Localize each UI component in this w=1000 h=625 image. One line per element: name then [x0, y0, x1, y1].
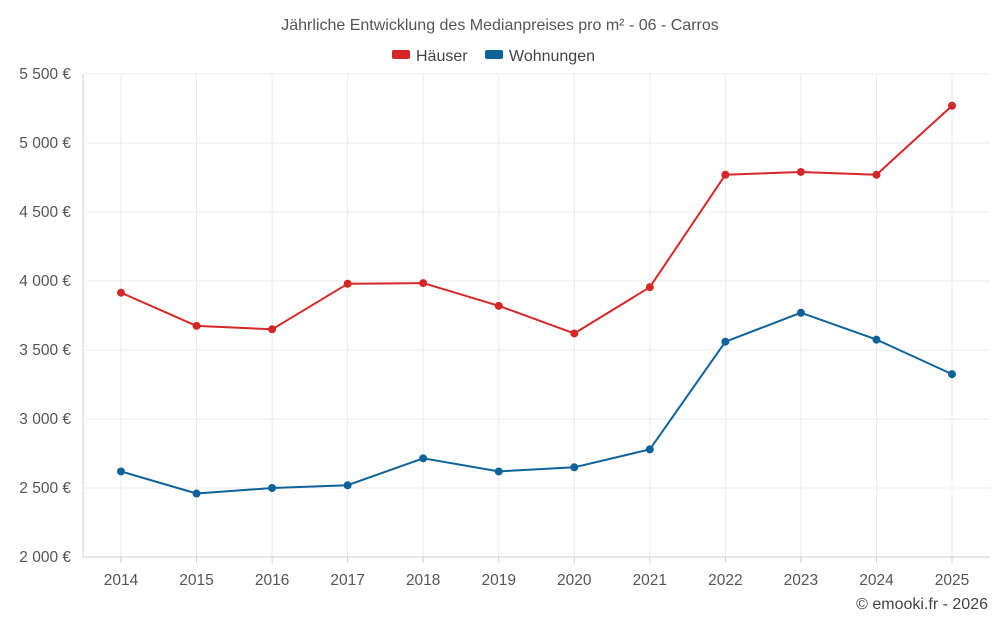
axes — [82, 74, 990, 563]
data-point-haeuser[interactable] — [721, 170, 730, 179]
data-point-wohnungen[interactable] — [872, 335, 881, 344]
data-point-haeuser[interactable] — [117, 288, 125, 297]
data-point-wohnungen[interactable] — [268, 484, 277, 492]
legend-item-wohnungen[interactable]: Wohnungen — [485, 48, 595, 65]
data-point-wohnungen[interactable] — [570, 463, 579, 472]
legend-label-haeuser: Häuser — [416, 48, 468, 65]
y-tick-label: 3 000 € — [19, 411, 71, 428]
data-point-haeuser[interactable] — [419, 279, 428, 288]
y-tick-label: 4 500 € — [19, 204, 71, 221]
x-tick-label: 2016 — [255, 572, 289, 589]
legend-label-wohnungen: Wohnungen — [509, 48, 595, 65]
y-tick-label: 5 500 € — [19, 66, 71, 83]
data-point-wohnungen[interactable] — [494, 467, 503, 476]
legend-item-haeuser[interactable]: Häuser — [392, 48, 468, 65]
data-point-haeuser[interactable] — [494, 301, 503, 310]
data-point-wohnungen[interactable] — [645, 445, 654, 454]
x-tick-label: 2020 — [557, 572, 592, 589]
x-tick-label: 2024 — [859, 572, 894, 589]
data-point-haeuser[interactable] — [872, 170, 881, 179]
x-tick-label: 2018 — [406, 572, 440, 589]
data-point-wohnungen[interactable] — [721, 337, 730, 346]
x-tick-label: 2021 — [633, 572, 667, 589]
gridlines — [83, 73, 990, 557]
series-line-haeuser — [120, 104, 953, 335]
legend: Häuser Wohnungen — [392, 48, 595, 65]
x-tick-label: 2023 — [784, 572, 818, 589]
x-axis-ticks: 2014 2015 2016 2017 2018 2019 2020 2021 2022 2023… — [104, 572, 969, 589]
x-tick-label: 2015 — [179, 572, 213, 589]
y-tick-label: 3 500 € — [19, 342, 71, 359]
data-point-wohnungen[interactable] — [192, 489, 201, 498]
series-group — [117, 101, 956, 498]
data-point-haeuser[interactable] — [645, 283, 654, 292]
y-tick-label: 5 000 € — [19, 135, 71, 152]
y-tick-label: 2 000 € — [19, 549, 71, 566]
x-tick-label: 2017 — [330, 572, 364, 589]
credit-text: © emooki.fr - 2026 — [856, 596, 988, 613]
x-tick-label: 2019 — [481, 572, 515, 589]
y-tick-label: 4 000 € — [19, 273, 71, 290]
legend-swatch-wohnungen — [485, 50, 503, 59]
data-point-wohnungen[interactable] — [948, 370, 956, 379]
series-line-wohnungen — [120, 311, 953, 495]
data-point-wohnungen[interactable] — [117, 467, 125, 476]
legend-swatch-haeuser — [392, 50, 410, 59]
x-tick-label: 2014 — [104, 572, 139, 589]
data-point-haeuser[interactable] — [948, 101, 956, 110]
data-point-haeuser[interactable] — [192, 321, 201, 330]
data-point-wohnungen[interactable] — [419, 454, 428, 463]
data-point-haeuser[interactable] — [570, 329, 579, 338]
chart-title: Jährliche Entwicklung des Medianpreises … — [281, 17, 719, 34]
y-tick-label: 2 500 € — [19, 480, 71, 497]
x-tick-label: 2022 — [708, 572, 742, 589]
data-point-haeuser[interactable] — [268, 325, 277, 334]
data-point-wohnungen[interactable] — [796, 308, 805, 317]
data-point-haeuser[interactable] — [343, 279, 352, 288]
data-point-haeuser[interactable] — [796, 167, 805, 176]
x-tick-label: 2025 — [935, 572, 969, 589]
data-point-wohnungen[interactable] — [343, 481, 352, 490]
y-axis-ticks: 2 000 € 2 500 € 3 000 € 3 500 € 4 000 € 4 500… — [19, 66, 71, 566]
